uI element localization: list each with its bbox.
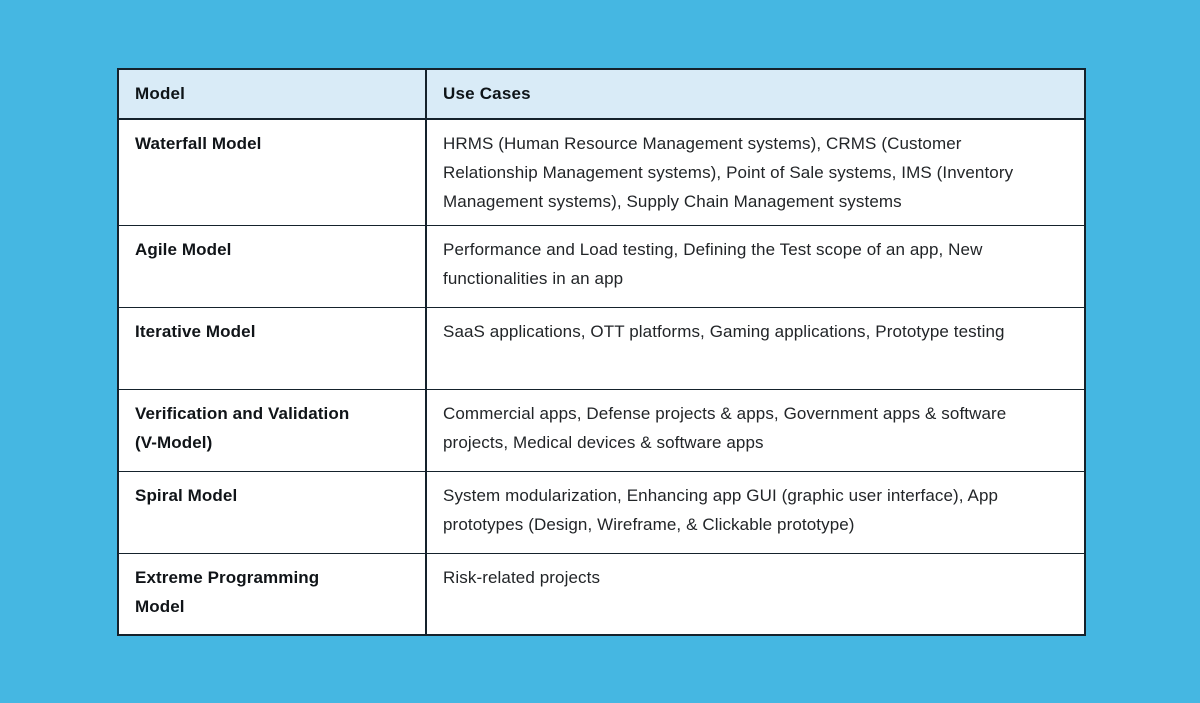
table-row: Spiral Model System modularization, Enhan… — [117, 470, 1086, 554]
model-cell: Agile Model — [117, 224, 427, 308]
use-cases-cell: HRMS (Human Resource Management systems)… — [425, 118, 1086, 226]
sdlc-models-table-container: Model Use Cases Waterfall Model HRMS (Hum… — [117, 68, 1086, 636]
table-row: Agile Model Performance and Load testing,… — [117, 224, 1086, 308]
table-header: Model Use Cases — [117, 68, 1086, 120]
use-cases-cell: Risk-related projects — [425, 552, 1086, 636]
use-cases-cell: System modularization, Enhancing app GUI… — [425, 470, 1086, 554]
model-cell: Spiral Model — [117, 470, 427, 554]
table-row: Verification and Validation (V-Model) Com… — [117, 388, 1086, 472]
use-cases-cell: Performance and Load testing, Defining t… — [425, 224, 1086, 308]
column-header-model: Model — [117, 68, 427, 120]
column-header-use-cases: Use Cases — [425, 68, 1086, 120]
table-body: Waterfall Model HRMS (Human Resource Mana… — [117, 118, 1086, 636]
use-cases-cell: SaaS applications, OTT platforms, Gaming… — [425, 306, 1086, 390]
table-row: Waterfall Model HRMS (Human Resource Mana… — [117, 118, 1086, 226]
model-cell: Waterfall Model — [117, 118, 427, 226]
model-cell: Extreme Programming Model — [117, 552, 427, 636]
use-cases-cell: Commercial apps, Defense projects & apps… — [425, 388, 1086, 472]
model-cell: Verification and Validation (V-Model) — [117, 388, 427, 472]
model-cell: Iterative Model — [117, 306, 427, 390]
header-row: Model Use Cases — [117, 68, 1086, 120]
sdlc-models-table: Model Use Cases Waterfall Model HRMS (Hum… — [117, 68, 1086, 636]
table-row: Iterative Model SaaS applications, OTT pl… — [117, 306, 1086, 390]
table-row: Extreme Programming Model Risk-related pr… — [117, 552, 1086, 636]
